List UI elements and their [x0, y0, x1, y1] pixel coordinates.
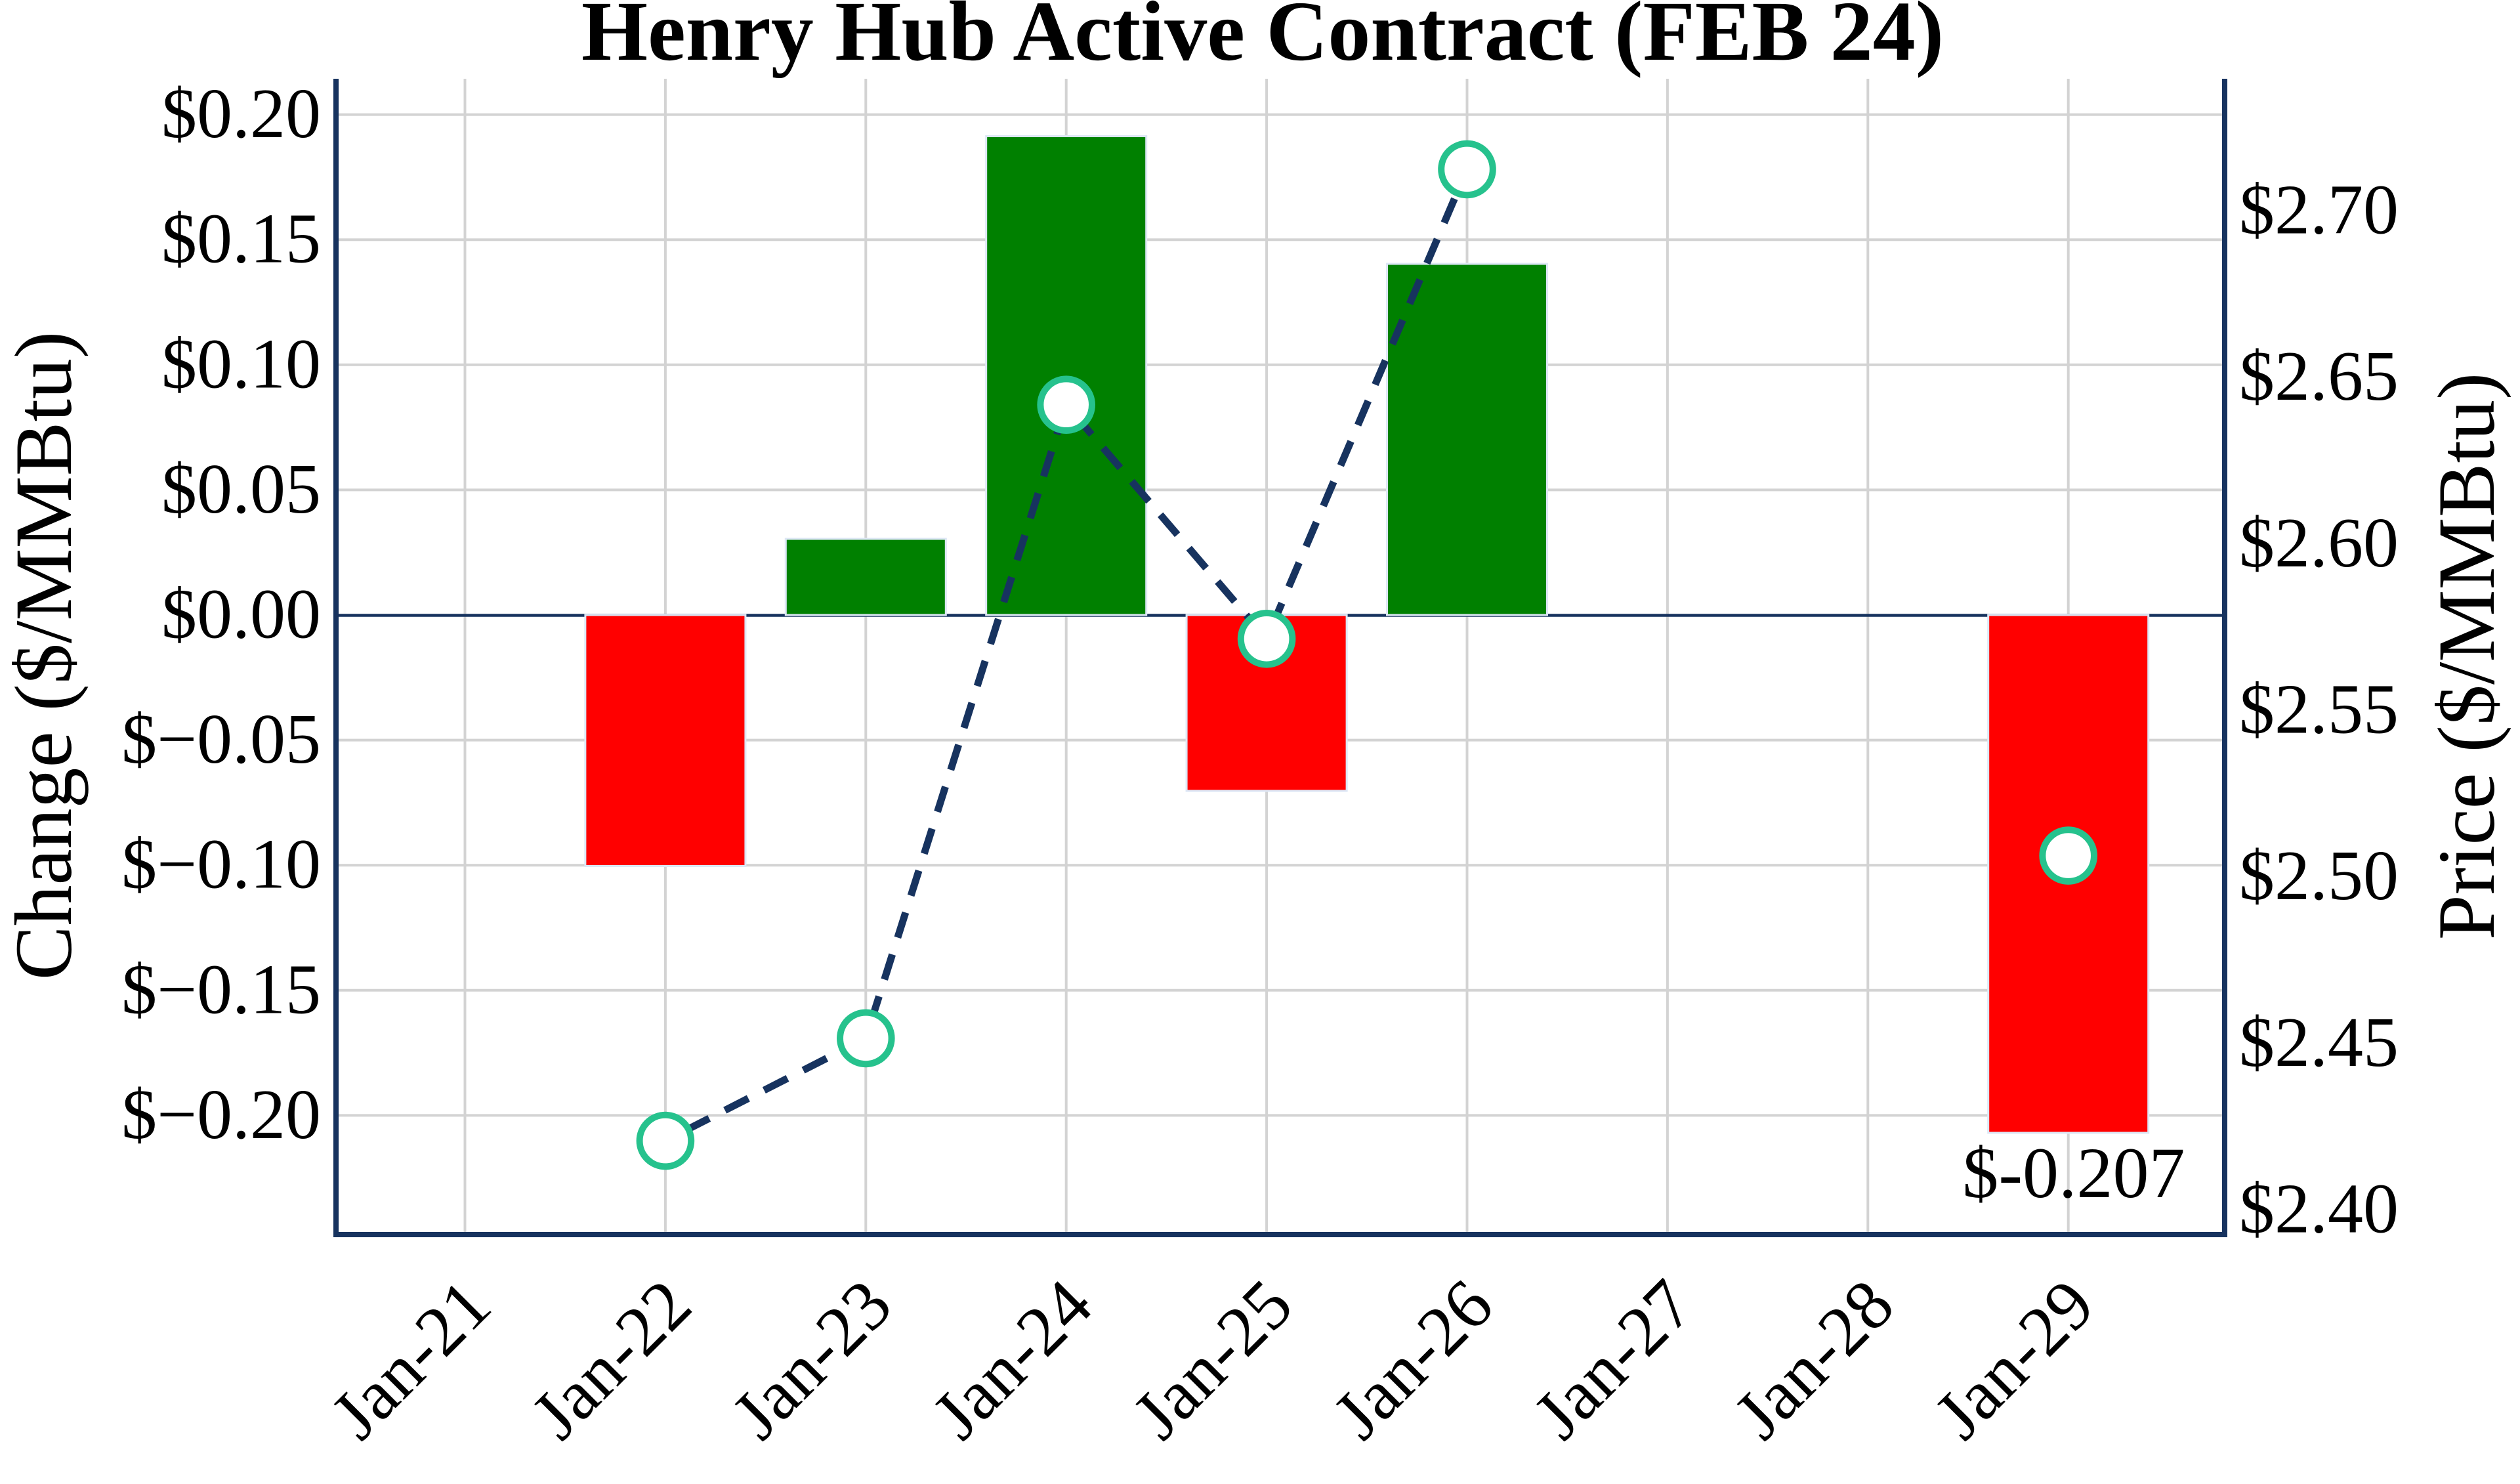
svg-text:$0.05: $0.05 [161, 450, 321, 528]
svg-text:$2.60: $2.60 [2239, 504, 2399, 582]
svg-text:Change ($/MMBtu): Change ($/MMBtu) [0, 331, 89, 981]
svg-text:$0.20: $0.20 [161, 75, 321, 153]
svg-text:$2.40: $2.40 [2239, 1170, 2399, 1248]
svg-text:$-0.207: $-0.207 [1962, 1133, 2185, 1213]
svg-text:$2.55: $2.55 [2239, 671, 2399, 749]
svg-text:$−0.15: $−0.15 [121, 950, 321, 1028]
svg-text:$0.15: $0.15 [161, 200, 321, 278]
svg-text:$0.00: $0.00 [161, 576, 321, 654]
svg-text:Henry Hub Active Contract (FEB: Henry Hub Active Contract (FEB 24) [581, 0, 1944, 79]
svg-text:$−0.05: $−0.05 [121, 700, 321, 778]
svg-text:$−0.10: $−0.10 [121, 826, 321, 904]
svg-text:$−0.20: $−0.20 [121, 1076, 321, 1154]
svg-text:$2.65: $2.65 [2239, 337, 2399, 415]
svg-text:Price ($/MMBtu): Price ($/MMBtu) [2422, 373, 2511, 941]
svg-text:$2.45: $2.45 [2239, 1004, 2399, 1082]
svg-text:$2.70: $2.70 [2239, 171, 2399, 249]
svg-text:$0.10: $0.10 [161, 325, 321, 403]
svg-text:$2.50: $2.50 [2239, 837, 2399, 915]
